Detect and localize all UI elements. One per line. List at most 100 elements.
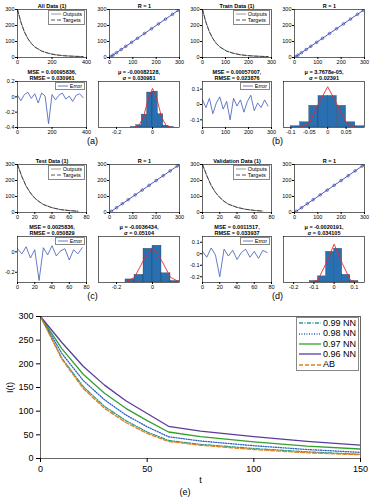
svg-text:20: 20 xyxy=(217,284,223,290)
svg-text:60: 60 xyxy=(66,214,72,220)
svg-text:-0.2: -0.2 xyxy=(5,109,14,115)
svg-text:0: 0 xyxy=(103,54,106,60)
svg-text:0: 0 xyxy=(196,209,199,215)
svg-text:200: 200 xyxy=(152,59,161,65)
svg-text:0.1: 0.1 xyxy=(192,86,200,92)
svg-text:100: 100 xyxy=(5,38,14,44)
svg-text:200: 200 xyxy=(282,177,291,183)
svg-text:-0.2: -0.2 xyxy=(289,284,298,290)
svg-text:-0.2: -0.2 xyxy=(112,284,121,290)
svg-text:0: 0 xyxy=(16,59,19,65)
svg-text:0: 0 xyxy=(201,129,204,135)
svg-text:R = 1: R = 1 xyxy=(138,3,151,9)
svg-text:0: 0 xyxy=(16,129,19,135)
svg-text:100: 100 xyxy=(97,193,106,199)
svg-text:40: 40 xyxy=(49,284,55,290)
svg-text:0: 0 xyxy=(151,129,154,135)
svg-text:100: 100 xyxy=(221,129,230,135)
svg-text:0.1: 0.1 xyxy=(351,284,359,290)
svg-text:300: 300 xyxy=(18,311,33,321)
svg-text:250: 250 xyxy=(18,335,33,345)
svg-text:μ = -0.00082128,σ = 0.030981: μ = -0.00082128,σ = 0.030981 xyxy=(118,69,161,81)
svg-text:300: 300 xyxy=(190,6,199,12)
svg-text:MSE = 0.0025836,RMSE = 0.05082: MSE = 0.0025836,RMSE = 0.050829 xyxy=(29,224,75,236)
svg-text:0: 0 xyxy=(103,209,106,215)
svg-text:0: 0 xyxy=(201,284,204,290)
svg-text:200: 200 xyxy=(190,22,199,28)
svg-text:100: 100 xyxy=(190,193,199,199)
svg-text:0: 0 xyxy=(288,209,291,215)
svg-text:μ = 3.7678e-05,σ = 0.02391: μ = 3.7678e-05,σ = 0.02391 xyxy=(305,69,344,81)
svg-text:400: 400 xyxy=(82,129,91,135)
svg-text:100: 100 xyxy=(246,464,261,474)
svg-text:20: 20 xyxy=(217,214,223,220)
svg-text:100: 100 xyxy=(282,193,291,199)
svg-text:300: 300 xyxy=(175,214,184,220)
svg-text:100: 100 xyxy=(18,406,33,416)
svg-text:MSE = 0.0011517,RMSE = 0.03393: MSE = 0.0011517,RMSE = 0.033937 xyxy=(214,224,260,236)
svg-text:200: 200 xyxy=(337,214,346,220)
svg-text:200: 200 xyxy=(244,59,253,65)
svg-text:0: 0 xyxy=(28,453,33,463)
svg-text:200: 200 xyxy=(282,22,291,28)
svg-text:0: 0 xyxy=(201,59,204,65)
svg-text:300: 300 xyxy=(267,129,276,135)
svg-text:0: 0 xyxy=(196,251,199,257)
svg-text:200: 200 xyxy=(47,129,56,135)
svg-text:200: 200 xyxy=(97,177,106,183)
svg-text:100: 100 xyxy=(128,59,137,65)
svg-text:300: 300 xyxy=(360,214,369,220)
svg-text:80: 80 xyxy=(83,214,89,220)
svg-text:80: 80 xyxy=(268,214,274,220)
svg-text:40: 40 xyxy=(234,284,240,290)
svg-text:200: 200 xyxy=(5,177,14,183)
svg-text:All Data (1): All Data (1) xyxy=(38,3,67,9)
svg-text:0: 0 xyxy=(151,284,154,290)
svg-text:100: 100 xyxy=(313,214,322,220)
svg-text:100: 100 xyxy=(313,59,322,65)
svg-text:60: 60 xyxy=(251,284,257,290)
svg-text:0: 0 xyxy=(108,59,111,65)
svg-text:Test Data (1): Test Data (1) xyxy=(36,158,69,164)
svg-text:50: 50 xyxy=(142,464,152,474)
svg-text:100: 100 xyxy=(282,38,291,44)
svg-text:0: 0 xyxy=(11,249,14,255)
svg-text:-0.1: -0.1 xyxy=(309,284,318,290)
svg-text:300: 300 xyxy=(360,59,369,65)
svg-text:MSE = 0.00095836,RMSE = 0.0309: MSE = 0.00095836,RMSE = 0.030961 xyxy=(28,69,77,81)
svg-text:300: 300 xyxy=(97,161,106,167)
svg-text:R = 1: R = 1 xyxy=(138,158,151,164)
svg-text:100: 100 xyxy=(5,193,14,199)
svg-text:-0.1: -0.1 xyxy=(286,129,295,135)
svg-text:0: 0 xyxy=(288,54,291,60)
svg-text:50: 50 xyxy=(23,430,33,440)
svg-text:300: 300 xyxy=(5,6,14,12)
svg-text:MSE = 0.00057007,RMSE = 0.0238: MSE = 0.00057007,RMSE = 0.023876 xyxy=(213,69,262,81)
svg-text:150: 150 xyxy=(18,382,33,392)
svg-text:40: 40 xyxy=(234,214,240,220)
svg-text:400: 400 xyxy=(82,59,91,65)
svg-text:80: 80 xyxy=(268,284,274,290)
svg-text:R = 1: R = 1 xyxy=(323,158,336,164)
svg-text:300: 300 xyxy=(97,6,106,12)
svg-text:200: 200 xyxy=(18,359,33,369)
svg-text:0.2: 0.2 xyxy=(7,78,15,84)
svg-text:0: 0 xyxy=(16,214,19,220)
svg-text:-0.1: -0.1 xyxy=(190,117,199,123)
svg-text:R = 1: R = 1 xyxy=(323,3,336,9)
svg-text:μ = -0.0020191,σ = 0.034105: μ = -0.0020191,σ = 0.034105 xyxy=(305,224,344,236)
svg-text:100: 100 xyxy=(190,38,199,44)
svg-text:300: 300 xyxy=(5,161,14,167)
svg-text:100: 100 xyxy=(128,214,137,220)
svg-text:0: 0 xyxy=(196,54,199,60)
svg-text:0.05: 0.05 xyxy=(341,129,352,135)
svg-text:300: 300 xyxy=(190,161,199,167)
svg-text:Train Data (1): Train Data (1) xyxy=(220,3,255,9)
svg-text:300: 300 xyxy=(267,59,276,65)
svg-text:-0.2: -0.2 xyxy=(5,269,14,275)
svg-text:20: 20 xyxy=(32,284,38,290)
svg-text:0: 0 xyxy=(108,214,111,220)
svg-text:300: 300 xyxy=(175,59,184,65)
svg-text:I(t): I(t) xyxy=(5,382,15,393)
svg-text:300: 300 xyxy=(282,161,291,167)
